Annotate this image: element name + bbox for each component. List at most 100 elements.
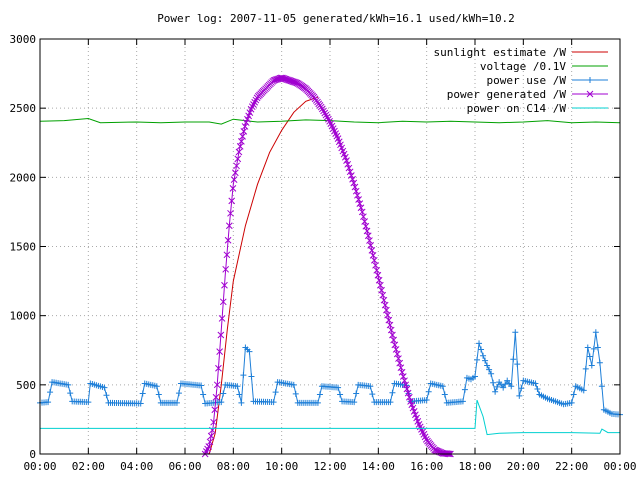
data-point (508, 383, 515, 390)
data-point (390, 336, 397, 344)
legend-label: power on C14 /W (467, 102, 567, 115)
data-point (441, 391, 448, 398)
x-tick-label: 08:00 (217, 460, 250, 473)
x-tick-label: 02:00 (72, 460, 105, 473)
data-point (534, 385, 541, 392)
data-point (356, 200, 364, 207)
data-point (373, 266, 381, 274)
data-point (85, 399, 92, 406)
data-point (47, 389, 54, 396)
data-point (459, 398, 466, 405)
data-point (510, 356, 517, 363)
data-point (354, 191, 361, 199)
data-point (228, 197, 236, 205)
legend-entry: sunlight estimate /W (434, 46, 608, 59)
data-point (405, 393, 413, 401)
data-point (492, 388, 499, 395)
y-tick-label: 500 (16, 379, 36, 392)
data-point (238, 138, 245, 145)
data-point (369, 391, 376, 398)
data-point (236, 391, 243, 398)
data-point (402, 381, 410, 389)
data-point (351, 399, 358, 406)
data-point (65, 381, 72, 388)
data-point (439, 383, 446, 390)
data-point (350, 179, 358, 187)
data-point (369, 251, 377, 259)
data-point (484, 362, 491, 369)
y-tick-label: 3000 (10, 33, 37, 46)
data-point (353, 390, 360, 397)
data-point (516, 392, 523, 399)
x-axis-ticks: 00:00 02:00 04:00 06:00 08:00 10:00 12:00 14:00… (23, 39, 637, 473)
data-point (594, 344, 601, 351)
data-point (325, 115, 332, 123)
data-point (380, 296, 388, 304)
data-point (346, 168, 354, 176)
data-point (375, 276, 383, 284)
data-point (291, 78, 298, 86)
data-point (368, 247, 376, 254)
data-point (318, 105, 326, 113)
data-point (321, 109, 329, 117)
data-point (367, 383, 374, 390)
data-point (235, 148, 243, 156)
x-tick-label: 16:00 (410, 460, 443, 473)
data-point (215, 364, 222, 372)
data-point (218, 315, 226, 322)
data-point (335, 384, 342, 391)
data-point (376, 281, 384, 289)
y-tick-label: 2500 (10, 102, 37, 115)
series-line (39, 117, 621, 125)
data-point (323, 113, 331, 121)
legend-label: power generated /W (447, 88, 567, 101)
series-2 (37, 329, 623, 418)
data-point (345, 164, 353, 172)
data-point (227, 209, 234, 217)
data-point (512, 329, 519, 336)
x-tick-label: 10:00 (265, 460, 298, 473)
x-tick-label: 18:00 (458, 460, 491, 473)
data-point (207, 432, 215, 440)
y-tick-label: 1000 (10, 310, 37, 323)
data-point (337, 391, 344, 398)
data-point (225, 222, 233, 230)
data-point (472, 373, 478, 380)
data-point (580, 387, 587, 394)
data-point (211, 406, 219, 414)
data-point (482, 357, 489, 364)
data-point (103, 392, 110, 399)
data-point (401, 377, 408, 385)
data-point (216, 348, 223, 355)
data-point (370, 256, 378, 264)
data-point (387, 399, 394, 406)
data-point (220, 390, 227, 397)
data-point (514, 361, 521, 368)
data-point (570, 391, 577, 398)
data-point (223, 251, 231, 259)
data-point (224, 236, 232, 244)
x-tick-label: 04:00 (120, 460, 153, 473)
y-axis-ticks: 0 500 1000 1500 2000 2500 3000 (10, 33, 620, 461)
data-point (316, 391, 323, 398)
series-layer (37, 74, 623, 458)
data-point (283, 76, 291, 84)
data-point (175, 390, 182, 397)
data-point (374, 271, 382, 279)
data-point (355, 196, 362, 203)
legend-entry: power on C14 /W (467, 102, 608, 115)
data-point (387, 326, 395, 334)
data-point (153, 383, 160, 390)
data-point (206, 438, 214, 446)
data-point (398, 368, 406, 376)
data-point (230, 176, 238, 183)
data-point (502, 381, 509, 388)
x-tick-label: 14:00 (362, 460, 395, 473)
legend-entry: power generated /W (447, 88, 608, 101)
data-point (280, 75, 288, 82)
data-point (289, 78, 297, 86)
data-point (596, 359, 603, 366)
data-point (213, 381, 221, 389)
